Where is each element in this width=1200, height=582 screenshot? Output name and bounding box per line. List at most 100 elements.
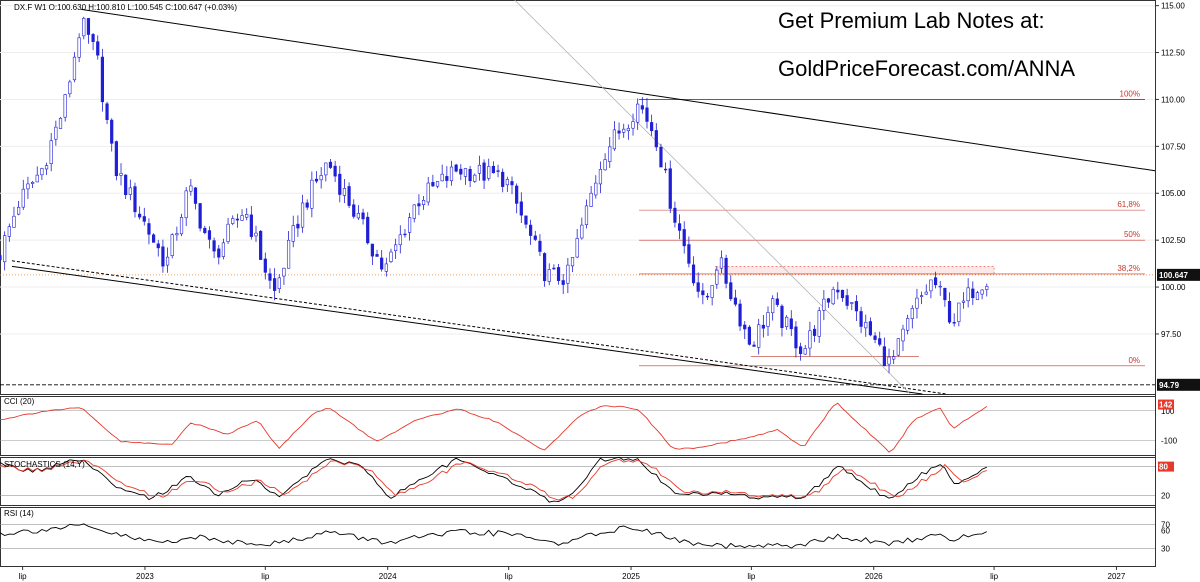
- candle-body: [124, 174, 128, 196]
- candle-body: [938, 285, 942, 288]
- candle-body: [338, 173, 342, 195]
- candle-body: [30, 181, 35, 184]
- candle-body: [291, 225, 295, 242]
- trendline: [514, 0, 911, 395]
- candle-body: [640, 105, 644, 110]
- candle-body: [785, 316, 789, 328]
- candle-body: [152, 234, 156, 243]
- price-grid: [0, 5, 1155, 335]
- candle-body: [421, 200, 426, 205]
- candle-body: [100, 56, 105, 103]
- candle-body: [44, 165, 49, 170]
- candle-body: [822, 298, 826, 311]
- indicator-badge: [1158, 461, 1174, 472]
- candle-body: [929, 279, 933, 292]
- x-tick-label: 2024: [379, 572, 397, 581]
- candle-body: [0, 255, 2, 261]
- candle-body: [119, 173, 123, 176]
- candle-body: [286, 239, 291, 269]
- fib-level-label: 50%: [1124, 230, 1140, 239]
- candle-body: [603, 159, 607, 171]
- candle-body: [873, 335, 877, 340]
- candle-body: [729, 282, 733, 300]
- fib-level-label: 61,8%: [1117, 200, 1140, 209]
- candle-body: [7, 226, 11, 237]
- candle-body: [622, 128, 626, 133]
- candle-body: [245, 214, 249, 218]
- cci-panel: 100 -100 142: [0, 399, 1178, 453]
- candle-body: [26, 183, 30, 190]
- candle-body: [296, 223, 300, 229]
- candle-body: [347, 186, 351, 206]
- candle-body: [435, 181, 440, 187]
- candle-body: [752, 344, 756, 347]
- candle-body: [189, 185, 193, 192]
- trendline: [81, 8, 1156, 172]
- candle-body: [454, 164, 458, 172]
- candle-body: [529, 224, 533, 236]
- indicator-badge-value: 142: [1159, 401, 1173, 410]
- candle-body: [682, 229, 686, 247]
- candle-body: [538, 240, 542, 252]
- candle-body: [533, 235, 537, 240]
- candle-body: [49, 140, 53, 164]
- candle-body: [985, 286, 989, 290]
- candle-body: [971, 288, 975, 299]
- resistance-band: [715, 266, 995, 275]
- fib-level-label: 100%: [1120, 89, 1140, 98]
- candle-body: [733, 297, 738, 305]
- candle-body: [328, 161, 333, 168]
- candle-body: [510, 181, 514, 186]
- candle-body: [412, 204, 416, 219]
- candle-body: [333, 165, 337, 177]
- x-axis: lip 2023 lip 2024 lip 2025 lip 2026 lip 2027: [19, 566, 1126, 581]
- candle-body: [892, 356, 896, 360]
- candle-body: [40, 168, 44, 176]
- candle-body: [947, 300, 952, 323]
- fib-level-label: 0%: [1128, 356, 1140, 365]
- candle-body: [501, 171, 505, 187]
- candle-body: [850, 302, 854, 304]
- candle-body: [300, 202, 305, 228]
- candle-body: [463, 168, 468, 177]
- candle-body: [757, 324, 761, 348]
- candle-body: [636, 103, 640, 123]
- candle-body: [361, 212, 365, 220]
- candle-body: [933, 277, 938, 286]
- candle-body: [854, 301, 859, 312]
- price-tick-label: 110.00: [1161, 95, 1185, 104]
- x-tick-label: 2027: [1108, 572, 1126, 581]
- price-tick-label: 107.50: [1161, 142, 1186, 151]
- candle-body: [808, 330, 812, 349]
- candle-body: [803, 348, 807, 355]
- panel-frames: [0, 0, 1156, 567]
- candle-body: [910, 307, 914, 319]
- candle-body: [394, 244, 398, 251]
- candle-body: [943, 287, 947, 301]
- candle-body: [110, 119, 114, 144]
- candle-body: [896, 338, 900, 356]
- candle-body: [724, 257, 728, 284]
- candle-body: [626, 127, 630, 132]
- candle-body: [826, 298, 831, 303]
- candle-body: [352, 204, 356, 217]
- candle-body: [961, 300, 966, 303]
- candle-body: [114, 141, 118, 177]
- price-tick-label: 105.00: [1161, 189, 1186, 198]
- candle-body: [305, 202, 309, 208]
- trendline: [11, 265, 923, 395]
- candle-body: [68, 81, 72, 95]
- candle-body: [487, 166, 491, 179]
- candle-body: [259, 230, 263, 260]
- cci-line: [0, 402, 988, 453]
- candle-body: [738, 303, 742, 327]
- candle-body: [58, 118, 63, 129]
- candle-body: [677, 223, 682, 231]
- candle-body: [254, 232, 258, 237]
- stochastics-title: STOCHASTICS (14,Y): [4, 460, 85, 469]
- candle-body: [366, 216, 370, 244]
- indicator-badge: [1158, 399, 1174, 410]
- candle-body: [836, 289, 840, 293]
- candle-body: [133, 186, 137, 213]
